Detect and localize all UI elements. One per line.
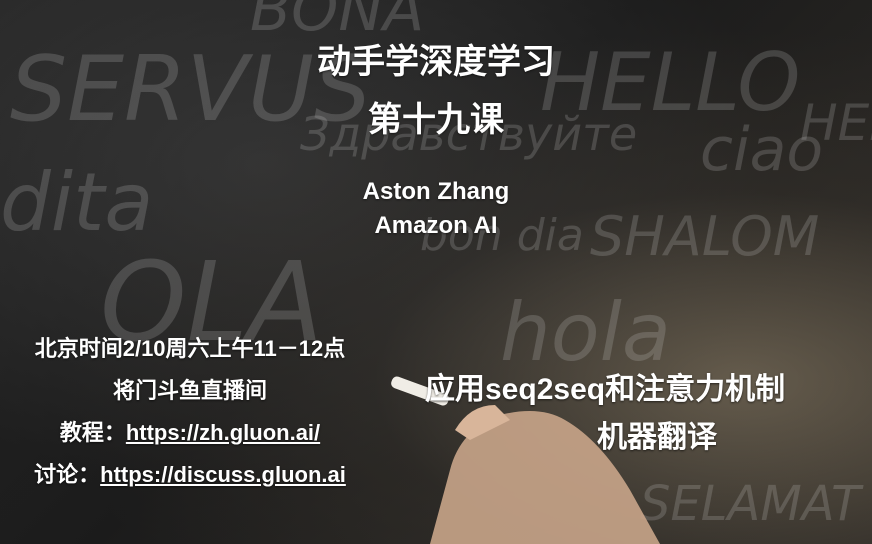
author-affiliation: Amazon AI <box>374 212 498 239</box>
schedule-info: 北京时间2/10周六上午11－12点 将门斗鱼直播间 教程：https://zh… <box>0 328 420 496</box>
chalk-word: Здравствуйте <box>300 107 637 161</box>
discuss-label: 讨论： <box>34 462 101 487</box>
chalk-word: SERVUS <box>10 37 371 142</box>
author-name: Aston Zhang <box>362 178 510 205</box>
chalk-word: ciao <box>700 115 823 185</box>
course-title: 动手学深度学习 <box>317 43 555 81</box>
tutorial-label: 教程： <box>59 420 126 445</box>
discuss-line: 讨论：https://discuss.gluon.ai <box>0 454 420 496</box>
chalk-word: OLA <box>100 238 323 366</box>
topic-line1: 应用seq2seq和注意力机制 <box>425 373 786 406</box>
discuss-link[interactable]: https://discuss.gluon.ai <box>100 462 346 487</box>
chalk-word: SELAMAT <box>640 476 864 532</box>
author-block: Aston Zhang Amazon AI <box>286 175 586 243</box>
chalk-word: hola <box>500 286 671 379</box>
chalk-word: dita <box>0 156 153 249</box>
lesson-number: 第十九课 <box>368 101 504 139</box>
chalk-word: HEI <box>800 94 872 152</box>
lesson-topic: 应用seq2seq和注意力机制 机器翻译 <box>425 366 872 462</box>
tutorial-line: 教程：https://zh.gluon.ai/ <box>0 412 420 454</box>
venue: 将门斗鱼直播间 <box>112 378 267 403</box>
chalk-word: HELLO <box>540 36 800 129</box>
tutorial-link[interactable]: https://zh.gluon.ai/ <box>125 420 321 445</box>
topic-line2: 机器翻译 <box>597 421 717 454</box>
schedule-time: 北京时间2/10周六上午11－12点 <box>34 336 346 361</box>
chalk-word: SHALOM <box>590 205 819 268</box>
chalk-word: BONA <box>250 0 424 45</box>
chalk-word: bon dia <box>420 210 584 261</box>
